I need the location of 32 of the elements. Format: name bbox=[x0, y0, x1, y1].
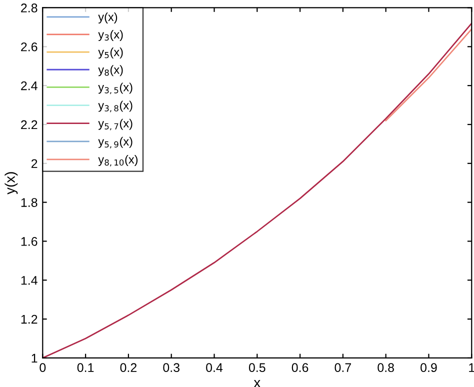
y-tick-label: 2.6 bbox=[21, 42, 38, 52]
y-tick-label: 2.4 bbox=[21, 81, 38, 90]
y-axis-title: y(x) bbox=[4, 172, 18, 194]
x-tick-label: 0.9 bbox=[420, 363, 437, 372]
x-tick-label: 0.6 bbox=[292, 363, 308, 372]
y-tick-label: 2.2 bbox=[21, 120, 38, 130]
legend-label: y$_{5,7}$(x) bbox=[98, 118, 132, 130]
x-tick-label: 0.8 bbox=[378, 363, 394, 372]
x-axis-title: x bbox=[254, 380, 260, 387]
legend-label: y$_{8}$(x) bbox=[98, 65, 123, 76]
legend-label: y$_{3,5}$(x) bbox=[98, 82, 132, 94]
legend-label: y$_{3}$(x) bbox=[98, 30, 123, 41]
legend-label: y(x) bbox=[98, 12, 118, 24]
x-tick-label: 0.7 bbox=[334, 363, 351, 372]
y-tick-label: 2.8 bbox=[21, 4, 38, 12]
x-tick-label: 0.5 bbox=[248, 363, 266, 372]
legend-label: y$_{5,9}$(x) bbox=[98, 136, 132, 148]
legend-label: y$_{8,10}$(x) bbox=[98, 154, 138, 166]
y-tick-label: 1.4 bbox=[21, 276, 38, 285]
x-tick-label: 0 bbox=[40, 363, 46, 372]
x-tick-label: 0.1 bbox=[77, 363, 94, 372]
y-tick-label: 1 bbox=[32, 354, 38, 363]
x-tick-label: 0.3 bbox=[163, 363, 180, 372]
x-tick-label: 0.4 bbox=[206, 363, 223, 372]
y-tick-label: 1.6 bbox=[21, 237, 38, 246]
y-tick-label: 2 bbox=[31, 159, 38, 168]
legend-label: y$_{5}$(x) bbox=[98, 48, 123, 59]
y-tick-label: 1.2 bbox=[21, 314, 38, 324]
x-tick-label: 0.2 bbox=[120, 363, 137, 372]
legend-label: y$_{3,8}$(x) bbox=[98, 100, 132, 112]
y-tick-label: 1.8 bbox=[21, 198, 38, 207]
x-tick-label: 1 bbox=[469, 363, 474, 372]
